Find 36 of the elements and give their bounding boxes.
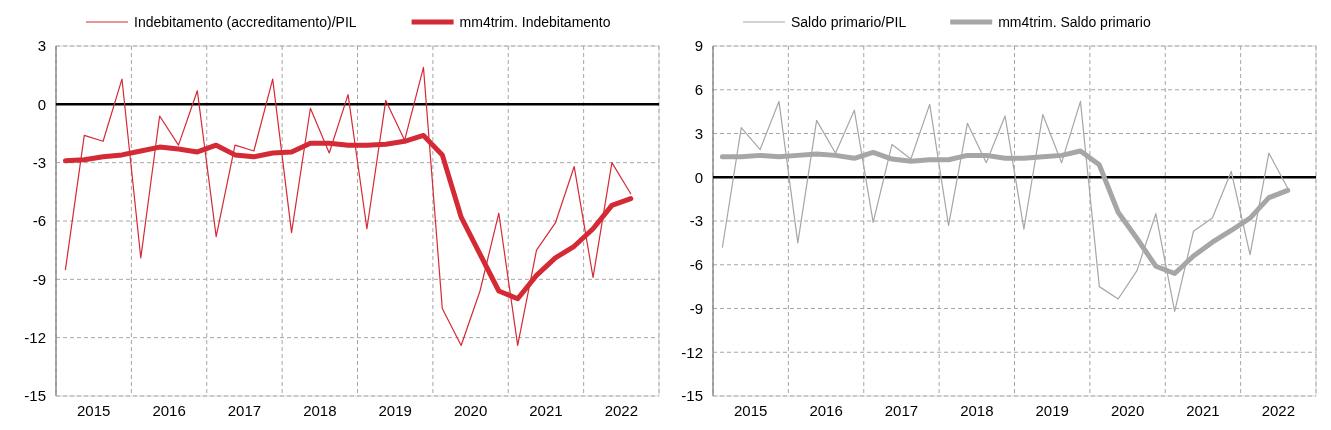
x-tick-label: 2017 [227, 402, 262, 419]
y-tick-label: 9 [694, 37, 703, 55]
x-tick-label: 2015 [77, 402, 111, 419]
legend-label: mm4trim. Indebitamento [459, 14, 611, 30]
y-tick-label: -9 [689, 299, 703, 317]
y-tick-label: -12 [24, 328, 46, 346]
y-tick-label: 3 [37, 37, 46, 55]
x-tick-label: 2022 [604, 402, 638, 419]
y-tick-label: 0 [37, 95, 46, 113]
x-tick-label: 2016 [809, 402, 843, 419]
legend-label: Saldo primario/PIL [791, 14, 907, 30]
y-tick-label: -6 [689, 256, 703, 273]
x-tick-label: 2019 [378, 402, 412, 419]
y-tick-label: -15 [24, 387, 46, 405]
x-tick-label: 2021 [529, 402, 563, 419]
x-tick-label: 2020 [453, 402, 488, 419]
y-tick-label: -15 [681, 387, 703, 405]
y-tick-label: -3 [689, 212, 703, 230]
x-tick-label: 2018 [303, 402, 337, 419]
x-tick-label: 2020 [1110, 402, 1145, 419]
x-tick-label: 2021 [1186, 402, 1220, 419]
x-tick-label: 2017 [884, 402, 919, 419]
x-tick-label: 2015 [734, 402, 768, 419]
legend-label: mm4trim. Saldo primario [998, 14, 1151, 30]
y-tick-label: -9 [32, 270, 46, 288]
y-tick-label: -12 [681, 343, 703, 361]
x-tick-label: 2022 [1261, 402, 1295, 419]
x-tick-label: 2019 [1035, 402, 1069, 419]
y-tick-label: 3 [694, 124, 703, 142]
x-tick-label: 2018 [960, 402, 994, 419]
y-tick-label: -3 [32, 153, 46, 171]
legend-label: Indebitamento (accreditamento)/PIL [134, 14, 357, 30]
x-tick-label: 2016 [152, 402, 186, 419]
y-tick-label: -6 [32, 212, 46, 230]
y-tick-label: 0 [694, 168, 703, 186]
y-tick-label: 6 [694, 81, 703, 98]
